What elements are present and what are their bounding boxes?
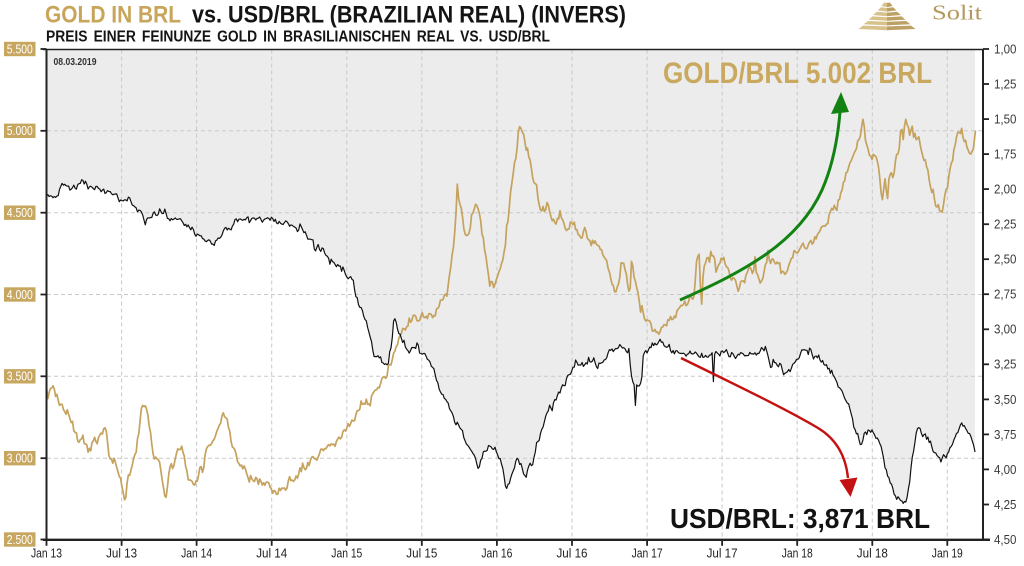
svg-text:Jan 18: Jan 18: [782, 547, 813, 561]
svg-text:USD/BRL: 3,871 BRL: USD/BRL: 3,871 BRL: [670, 503, 930, 534]
svg-text:Jul 16: Jul 16: [557, 547, 588, 561]
svg-text:Jan 13: Jan 13: [31, 547, 62, 561]
svg-text:PREIS EINER FEINUNZE GOLD IN B: PREIS EINER FEINUNZE GOLD IN BRASILIANIS…: [46, 29, 550, 46]
svg-text:Jan 14: Jan 14: [181, 547, 212, 561]
svg-text:2,25: 2,25: [994, 218, 1017, 232]
svg-text:3.500: 3.500: [7, 370, 33, 384]
svg-text:2,50: 2,50: [994, 253, 1017, 267]
svg-text:2.500: 2.500: [7, 533, 33, 547]
svg-text:5.500: 5.500: [7, 42, 33, 56]
svg-text:1,25: 1,25: [994, 77, 1017, 91]
svg-text:1,50: 1,50: [994, 113, 1017, 127]
svg-text:4,50: 4,50: [994, 533, 1017, 547]
svg-text:Jul 13: Jul 13: [106, 547, 137, 561]
svg-text:3,00: 3,00: [994, 323, 1017, 337]
svg-text:1,75: 1,75: [994, 148, 1017, 162]
svg-text:4,00: 4,00: [994, 463, 1017, 477]
svg-text:Jul 18: Jul 18: [857, 547, 888, 561]
svg-text:Jan 15: Jan 15: [331, 547, 362, 561]
svg-text:Jan 17: Jan 17: [632, 547, 663, 561]
svg-text:3,75: 3,75: [994, 428, 1017, 442]
svg-text:GOLD/BRL 5.002 BRL: GOLD/BRL 5.002 BRL: [663, 57, 932, 90]
svg-text:Jan 16: Jan 16: [481, 547, 512, 561]
svg-text:Jul 17: Jul 17: [707, 547, 738, 561]
svg-text:5.000: 5.000: [7, 124, 33, 138]
svg-text:Jan 19: Jan 19: [932, 547, 963, 561]
svg-text:3,50: 3,50: [994, 393, 1017, 407]
svg-text:Jul 15: Jul 15: [406, 547, 437, 561]
svg-text:3,25: 3,25: [994, 358, 1017, 372]
svg-text:4.500: 4.500: [7, 206, 33, 220]
svg-text:08.03.2019: 08.03.2019: [54, 56, 97, 68]
svg-text:Solit: Solit: [932, 1, 982, 25]
svg-text:1,00: 1,00: [994, 42, 1017, 56]
svg-text:4.000: 4.000: [7, 288, 33, 302]
svg-text:Jul 14: Jul 14: [256, 547, 287, 561]
svg-text:2,00: 2,00: [994, 183, 1017, 197]
svg-text:4,25: 4,25: [994, 498, 1017, 512]
svg-text:3.000: 3.000: [7, 452, 33, 466]
svg-text:2,75: 2,75: [994, 288, 1017, 302]
